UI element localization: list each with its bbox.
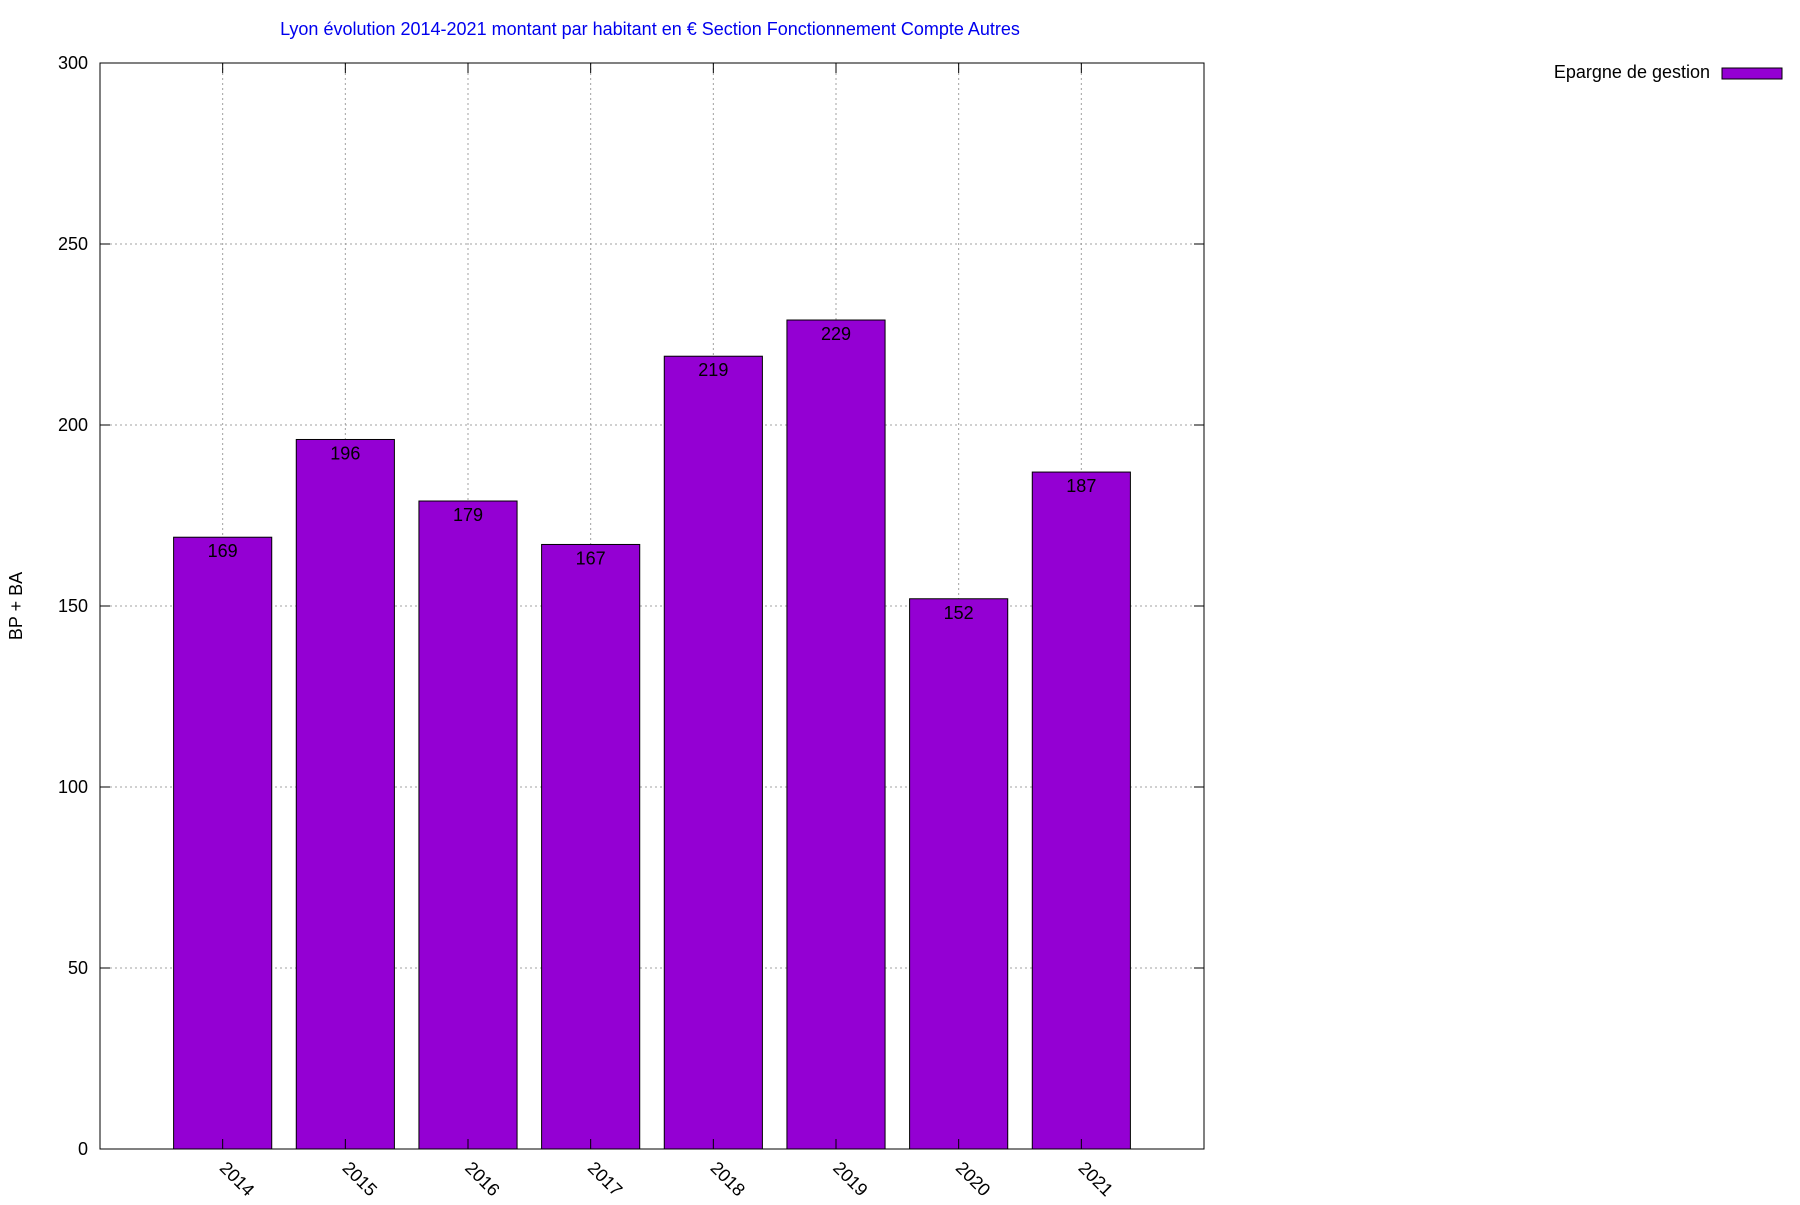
bar-2019: [786, 319, 886, 1150]
bar-value-label: 152: [944, 603, 974, 623]
bar-value-label: 229: [821, 324, 851, 344]
bar-value-label: 167: [576, 548, 606, 568]
bar-2015: [295, 438, 395, 1150]
bar-value-label: 196: [330, 443, 360, 463]
bar-2021: [1031, 471, 1131, 1150]
bar-value-label: 187: [1066, 476, 1096, 496]
y-tick-label: 100: [58, 777, 88, 797]
y-tick-label: 200: [58, 415, 88, 435]
legend: Epargne de gestion: [1554, 62, 1783, 82]
x-tick-label: 2017: [584, 1158, 626, 1200]
legend-swatch: [1721, 67, 1783, 80]
x-tick-label: 2021: [1075, 1158, 1117, 1200]
x-tick-label: 2018: [707, 1158, 749, 1200]
chart-title: Lyon évolution 2014-2021 montant par hab…: [280, 19, 1020, 39]
bar-value-label: 169: [208, 541, 238, 561]
y-tick-label: 250: [58, 234, 88, 254]
x-tick-label: 2020: [952, 1158, 994, 1200]
bar-value-label: 179: [453, 505, 483, 525]
x-tick-label: 2015: [339, 1158, 381, 1200]
y-tick-label: 0: [78, 1139, 88, 1159]
x-tick-label: 2019: [829, 1158, 871, 1200]
y-tick-label: 300: [58, 53, 88, 73]
bar-value-label: 219: [698, 360, 728, 380]
bar-2016: [418, 500, 518, 1150]
y-tick-label: 50: [68, 958, 88, 978]
legend-label: Epargne de gestion: [1554, 62, 1710, 82]
bar-2020: [909, 598, 1009, 1150]
bars: 169 196 179 167 219 229 152 187: [173, 319, 1131, 1150]
y-axis-label: BP + BA: [6, 572, 26, 640]
y-tick-label: 150: [58, 596, 88, 616]
bar-2018: [663, 355, 763, 1150]
bar-2017: [541, 543, 641, 1150]
bar-2014: [173, 536, 273, 1150]
x-tick-label: 2014: [216, 1158, 258, 1200]
x-tick-label: 2016: [461, 1158, 503, 1200]
